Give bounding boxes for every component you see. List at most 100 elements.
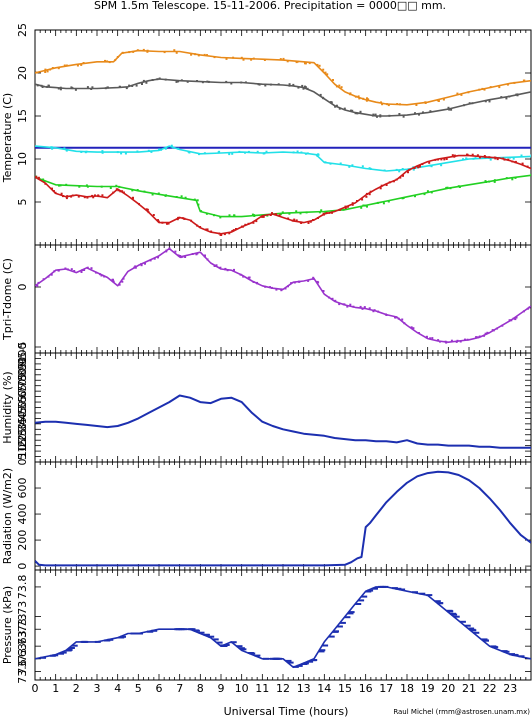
data-point [50, 146, 52, 149]
data-point [462, 158, 464, 161]
x-tick-label: 23 [503, 682, 517, 695]
data-point [51, 187, 53, 190]
data-point [196, 199, 199, 202]
data-point [351, 203, 354, 206]
x-tick-label: 9 [218, 682, 225, 695]
data-point [447, 106, 450, 109]
data-point [343, 107, 346, 110]
data-point [455, 340, 458, 343]
data-point [118, 85, 121, 88]
data-point [114, 59, 117, 62]
data-point [316, 63, 319, 66]
data-point [206, 228, 209, 231]
data-point [144, 262, 146, 265]
data-point [240, 81, 243, 84]
data-point [318, 650, 325, 653]
y-axis-label: Humidity (%) [1, 371, 14, 443]
series-line [35, 78, 531, 117]
data-point [339, 621, 346, 624]
data-point [66, 648, 73, 651]
data-point [333, 630, 339, 633]
data-point [71, 644, 78, 647]
data-point [340, 86, 343, 89]
data-point [354, 95, 357, 98]
data-point [124, 152, 127, 155]
data-point [342, 208, 345, 211]
data-point [434, 158, 437, 161]
data-point [446, 186, 449, 189]
data-point [54, 191, 57, 194]
x-tick-label: 14 [317, 682, 331, 695]
data-point [180, 628, 187, 631]
data-point [356, 112, 359, 115]
data-point [213, 214, 215, 217]
data-point [296, 150, 299, 153]
data-point [153, 257, 156, 260]
data-point [413, 167, 416, 169]
data-point [80, 151, 83, 153]
data-point [418, 113, 420, 116]
data-point [372, 310, 375, 313]
data-point [63, 64, 66, 67]
data-point [63, 147, 66, 150]
data-point [278, 214, 281, 217]
panel-frame [34, 461, 532, 571]
data-point [476, 154, 479, 157]
data-point [258, 83, 261, 86]
data-point [40, 84, 43, 87]
data-point [467, 91, 470, 94]
data-point [177, 80, 180, 83]
data-point [273, 213, 276, 216]
data-point [501, 650, 508, 653]
data-point [295, 219, 298, 222]
data-point [244, 223, 247, 226]
data-point [305, 211, 308, 214]
data-point [383, 169, 386, 172]
data-point [42, 278, 45, 281]
data-point [265, 150, 268, 153]
data-point [232, 269, 235, 272]
data-point [287, 217, 290, 220]
panel-temperature: 5 10 15 20 25 Temperature (C) [1, 23, 532, 246]
data-point [262, 152, 265, 155]
data-point [134, 266, 137, 269]
data-point [177, 254, 180, 257]
x-tick-label: 11 [255, 682, 269, 695]
data-point [43, 180, 46, 183]
data-point [358, 599, 365, 602]
data-point [483, 88, 486, 91]
data-point [483, 334, 485, 337]
data-point [293, 281, 296, 284]
data-point [42, 178, 45, 181]
data-point [322, 213, 325, 216]
data-point [428, 161, 431, 164]
data-point [66, 268, 69, 271]
data-point [412, 327, 415, 330]
data-point [104, 87, 107, 90]
data-point [247, 150, 250, 153]
data-point [173, 49, 176, 52]
data-point [196, 80, 198, 82]
data-point [328, 296, 331, 299]
data-point [399, 103, 401, 106]
x-axis-label: Universal Time (hours) [224, 705, 349, 718]
data-point [328, 635, 335, 638]
data-point [244, 81, 247, 84]
x-tick-label: 15 [338, 682, 352, 695]
x-tick-label: 5 [135, 682, 142, 695]
data-point [121, 51, 124, 54]
data-point [300, 151, 303, 154]
data-point [264, 84, 267, 87]
y-tick-label: 75 [16, 373, 29, 387]
y-tick-label: 15 [16, 439, 29, 453]
data-point [281, 211, 284, 214]
y-tick-label: 73.73 [16, 613, 29, 645]
data-point [247, 276, 250, 279]
data-point [502, 157, 505, 160]
data-point [36, 284, 39, 287]
data-point [189, 628, 196, 631]
data-point [150, 150, 153, 153]
data-point [295, 210, 298, 213]
data-point [324, 71, 327, 74]
data-point [136, 150, 139, 153]
